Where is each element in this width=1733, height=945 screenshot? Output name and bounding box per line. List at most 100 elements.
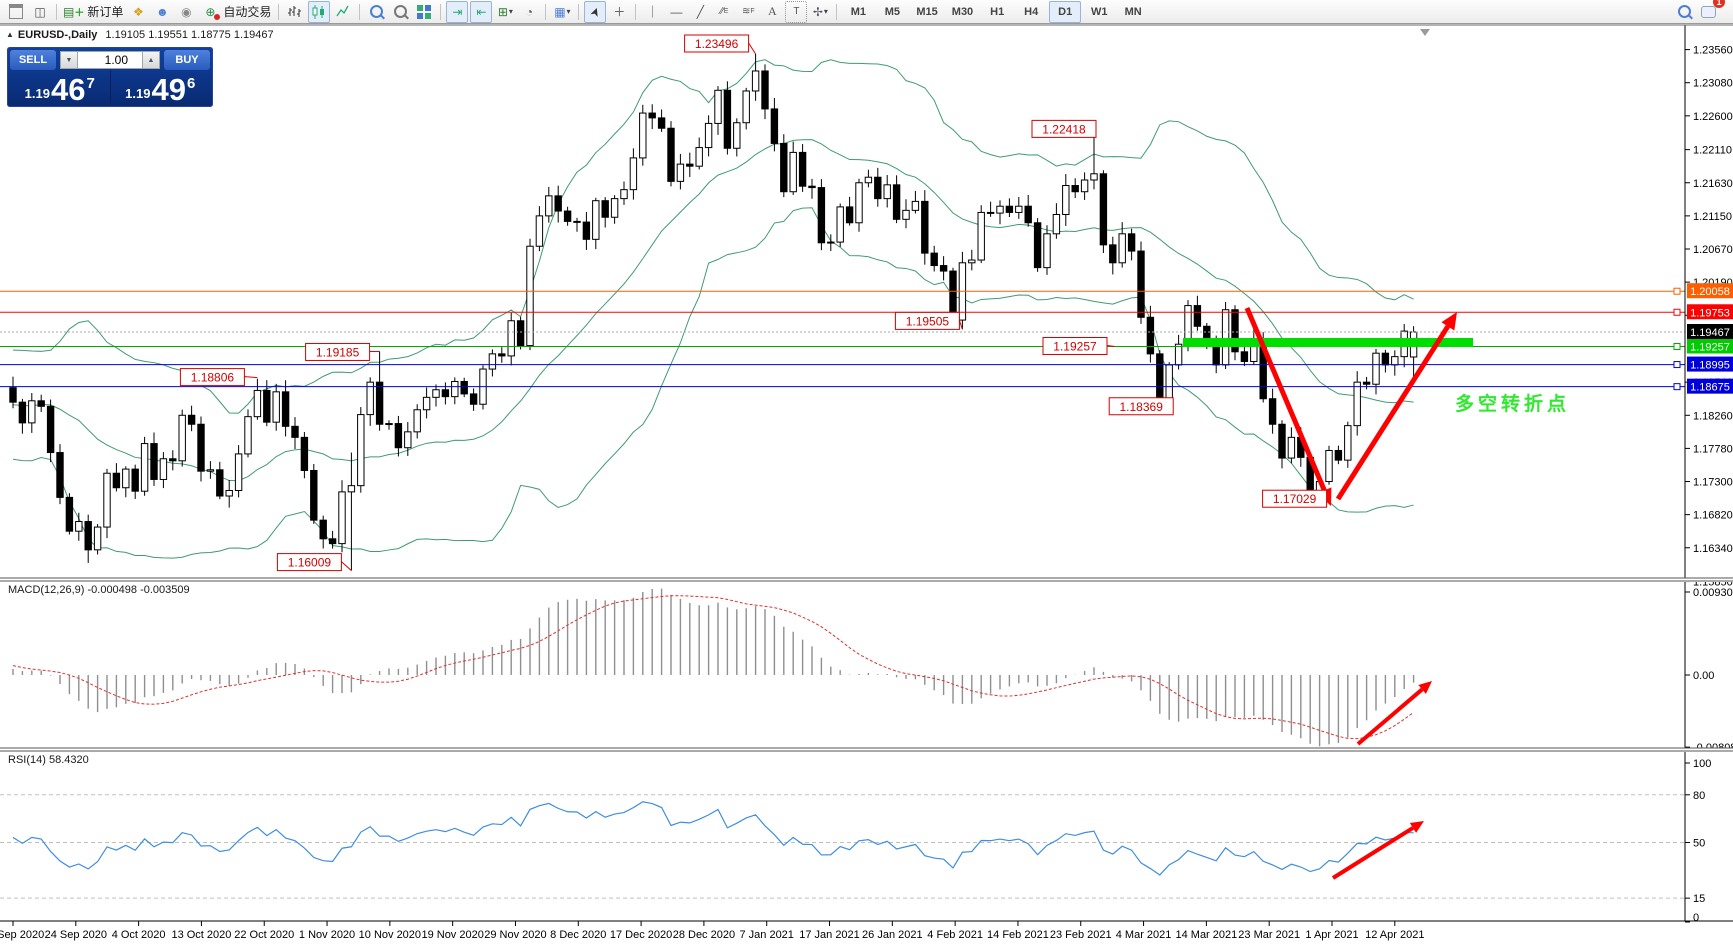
horizontal-line-icon[interactable]: — — [670, 4, 683, 19]
cursor-icon[interactable]: ➤ — [584, 0, 607, 23]
bb-lower[interactable] — [12, 207, 1414, 559]
bb-upper[interactable] — [12, 59, 1414, 414]
level-handle[interactable] — [1673, 342, 1681, 350]
new-order-button[interactable]: ▤ ＋ — [63, 4, 85, 20]
bb-middle[interactable] — [12, 139, 1414, 482]
level-handle[interactable] — [1673, 361, 1681, 369]
new-order-label[interactable]: 新订单 — [87, 5, 124, 19]
line-chart-type-icon[interactable] — [332, 1, 354, 23]
chart-list-icon[interactable]: ❖ — [132, 4, 144, 19]
buy-price-small: 1.19 — [125, 86, 151, 101]
price-annotation-box[interactable] — [1108, 397, 1174, 416]
buy-button[interactable]: BUY — [164, 50, 210, 70]
price-annotation-box[interactable] — [1042, 336, 1108, 355]
autotrade-globe-icon[interactable]: ⊕ — [199, 1, 221, 23]
level-handle[interactable] — [1673, 287, 1681, 295]
window-icon[interactable] — [5, 1, 27, 23]
vertical-line-icon[interactable]: ｜ — [646, 5, 659, 19]
tile-windows-icon[interactable] — [413, 1, 435, 23]
accounts-icon[interactable]: ☻ — [156, 4, 169, 19]
volume-decrease-button[interactable]: ▼ — [60, 51, 78, 69]
timeframe-mn[interactable]: MN — [1124, 5, 1142, 18]
price-annotation-text: 1.16009 — [288, 556, 332, 570]
trend-arrow[interactable] — [1356, 687, 1424, 746]
candle-body — [413, 409, 421, 433]
candle-body — [1118, 233, 1126, 264]
chevron-down-icon[interactable]: ▾ — [566, 7, 571, 16]
rsi-panel[interactable] — [0, 794, 1685, 899]
price-annotation-box[interactable] — [684, 34, 750, 53]
trendline-icon[interactable]: ╱ — [696, 4, 704, 19]
trend-arrow[interactable] — [1331, 826, 1415, 880]
timeframe-m1[interactable]: M1 — [850, 5, 867, 18]
equidistant-channel-icon[interactable]: ∕∕ E — [720, 6, 729, 17]
candle-body — [1052, 213, 1061, 235]
timeframe-h1[interactable]: H1 — [990, 5, 1005, 18]
chart-profile-icon[interactable]: ◫ — [34, 4, 46, 19]
price-annotation-box[interactable] — [1262, 489, 1328, 508]
price-annotation-box[interactable] — [894, 311, 960, 330]
date-label: 23 Feb 2021 — [1050, 929, 1112, 941]
timeframe-w1[interactable]: W1 — [1090, 5, 1108, 18]
sell-price[interactable]: 1.19 46 7 — [10, 70, 111, 105]
fibonacci-icon[interactable]: ≋ F — [742, 6, 755, 17]
timeframe-h4[interactable]: H4 — [1024, 5, 1039, 18]
chart-shift-marker[interactable] — [1420, 29, 1430, 36]
template-icon[interactable]: ▦ ▾ — [554, 4, 571, 19]
buy-price[interactable]: 1.19 49 6 — [111, 70, 211, 104]
price-annotation-box[interactable] — [179, 368, 245, 387]
price-annotation-box[interactable] — [1031, 119, 1097, 138]
chart-shift-icon[interactable]: ⇤ — [470, 0, 493, 23]
trend-arrow[interactable] — [1244, 307, 1327, 492]
panel-divider[interactable] — [0, 748, 1733, 752]
chevron-down-icon[interactable]: ▾ — [508, 7, 513, 16]
timeframe-d1[interactable]: D1 — [1049, 0, 1082, 23]
level-handle[interactable] — [1673, 308, 1681, 316]
candle-body — [404, 431, 412, 449]
rsi-axis-label: 0 — [1693, 912, 1699, 924]
price-annotation-box[interactable] — [276, 553, 342, 572]
panel-divider[interactable] — [0, 578, 1733, 582]
axis-price-box-label: 1.19257 — [1690, 341, 1730, 353]
auto-scroll-icon[interactable]: ⇥ — [446, 0, 469, 23]
sell-button[interactable]: SELL — [10, 50, 56, 70]
crosshair-icon[interactable]: ＋ — [613, 5, 626, 19]
candle-body — [338, 491, 346, 545]
volume-increase-button[interactable]: ▲ — [142, 51, 160, 69]
volume-input[interactable]: 1.00 — [78, 51, 142, 69]
timeframe-m5[interactable]: M5 — [884, 5, 901, 18]
periods-clock-icon[interactable]: ◔ — [525, 4, 533, 19]
indicators-icon[interactable]: ⊞ ▾ — [497, 4, 513, 19]
cn-annotation-text[interactable]: 多空转折点 — [1455, 394, 1571, 415]
rsi-axis-label: 15 — [1693, 893, 1705, 905]
zoom-in-icon[interactable] — [365, 1, 387, 23]
signal-icon[interactable]: ◉ — [181, 4, 192, 19]
support-zone-bar[interactable] — [1183, 338, 1473, 347]
date-label: 23 Mar 2021 — [1238, 929, 1300, 941]
chevron-down-icon[interactable]: ▾ — [823, 7, 828, 16]
trend-arrow[interactable] — [1335, 325, 1450, 501]
text-label-icon[interactable]: T — [785, 0, 808, 23]
autotrade-label[interactable]: 自动交易 — [223, 5, 272, 19]
collapse-icon[interactable]: ▲ — [6, 30, 14, 39]
text-icon[interactable]: A — [768, 4, 777, 18]
candle-body — [385, 423, 393, 426]
price-axis-area[interactable] — [1686, 25, 1733, 921]
trend-arrow-head — [1441, 312, 1457, 331]
candle-body — [272, 391, 280, 423]
bar-chart-type-icon[interactable] — [284, 1, 306, 23]
zoom-out-icon[interactable] — [389, 1, 411, 23]
timeframe-m30[interactable]: M30 — [951, 5, 974, 18]
candle-body — [545, 195, 553, 217]
macd-panel[interactable] — [12, 588, 1415, 747]
timeframe-m15[interactable]: M15 — [916, 5, 938, 18]
date-label: 1 Apr 2021 — [1305, 929, 1358, 941]
price-annotation-box[interactable] — [305, 342, 371, 361]
candlestick-chart-type-icon[interactable] — [308, 0, 331, 23]
candle-body — [488, 353, 497, 370]
level-handle[interactable] — [1673, 383, 1681, 391]
notifications-icon[interactable]: 1 — [1697, 0, 1725, 23]
search-icon[interactable] — [1673, 1, 1695, 23]
arrows-tool-icon[interactable]: ✢ ▾ — [812, 4, 828, 19]
